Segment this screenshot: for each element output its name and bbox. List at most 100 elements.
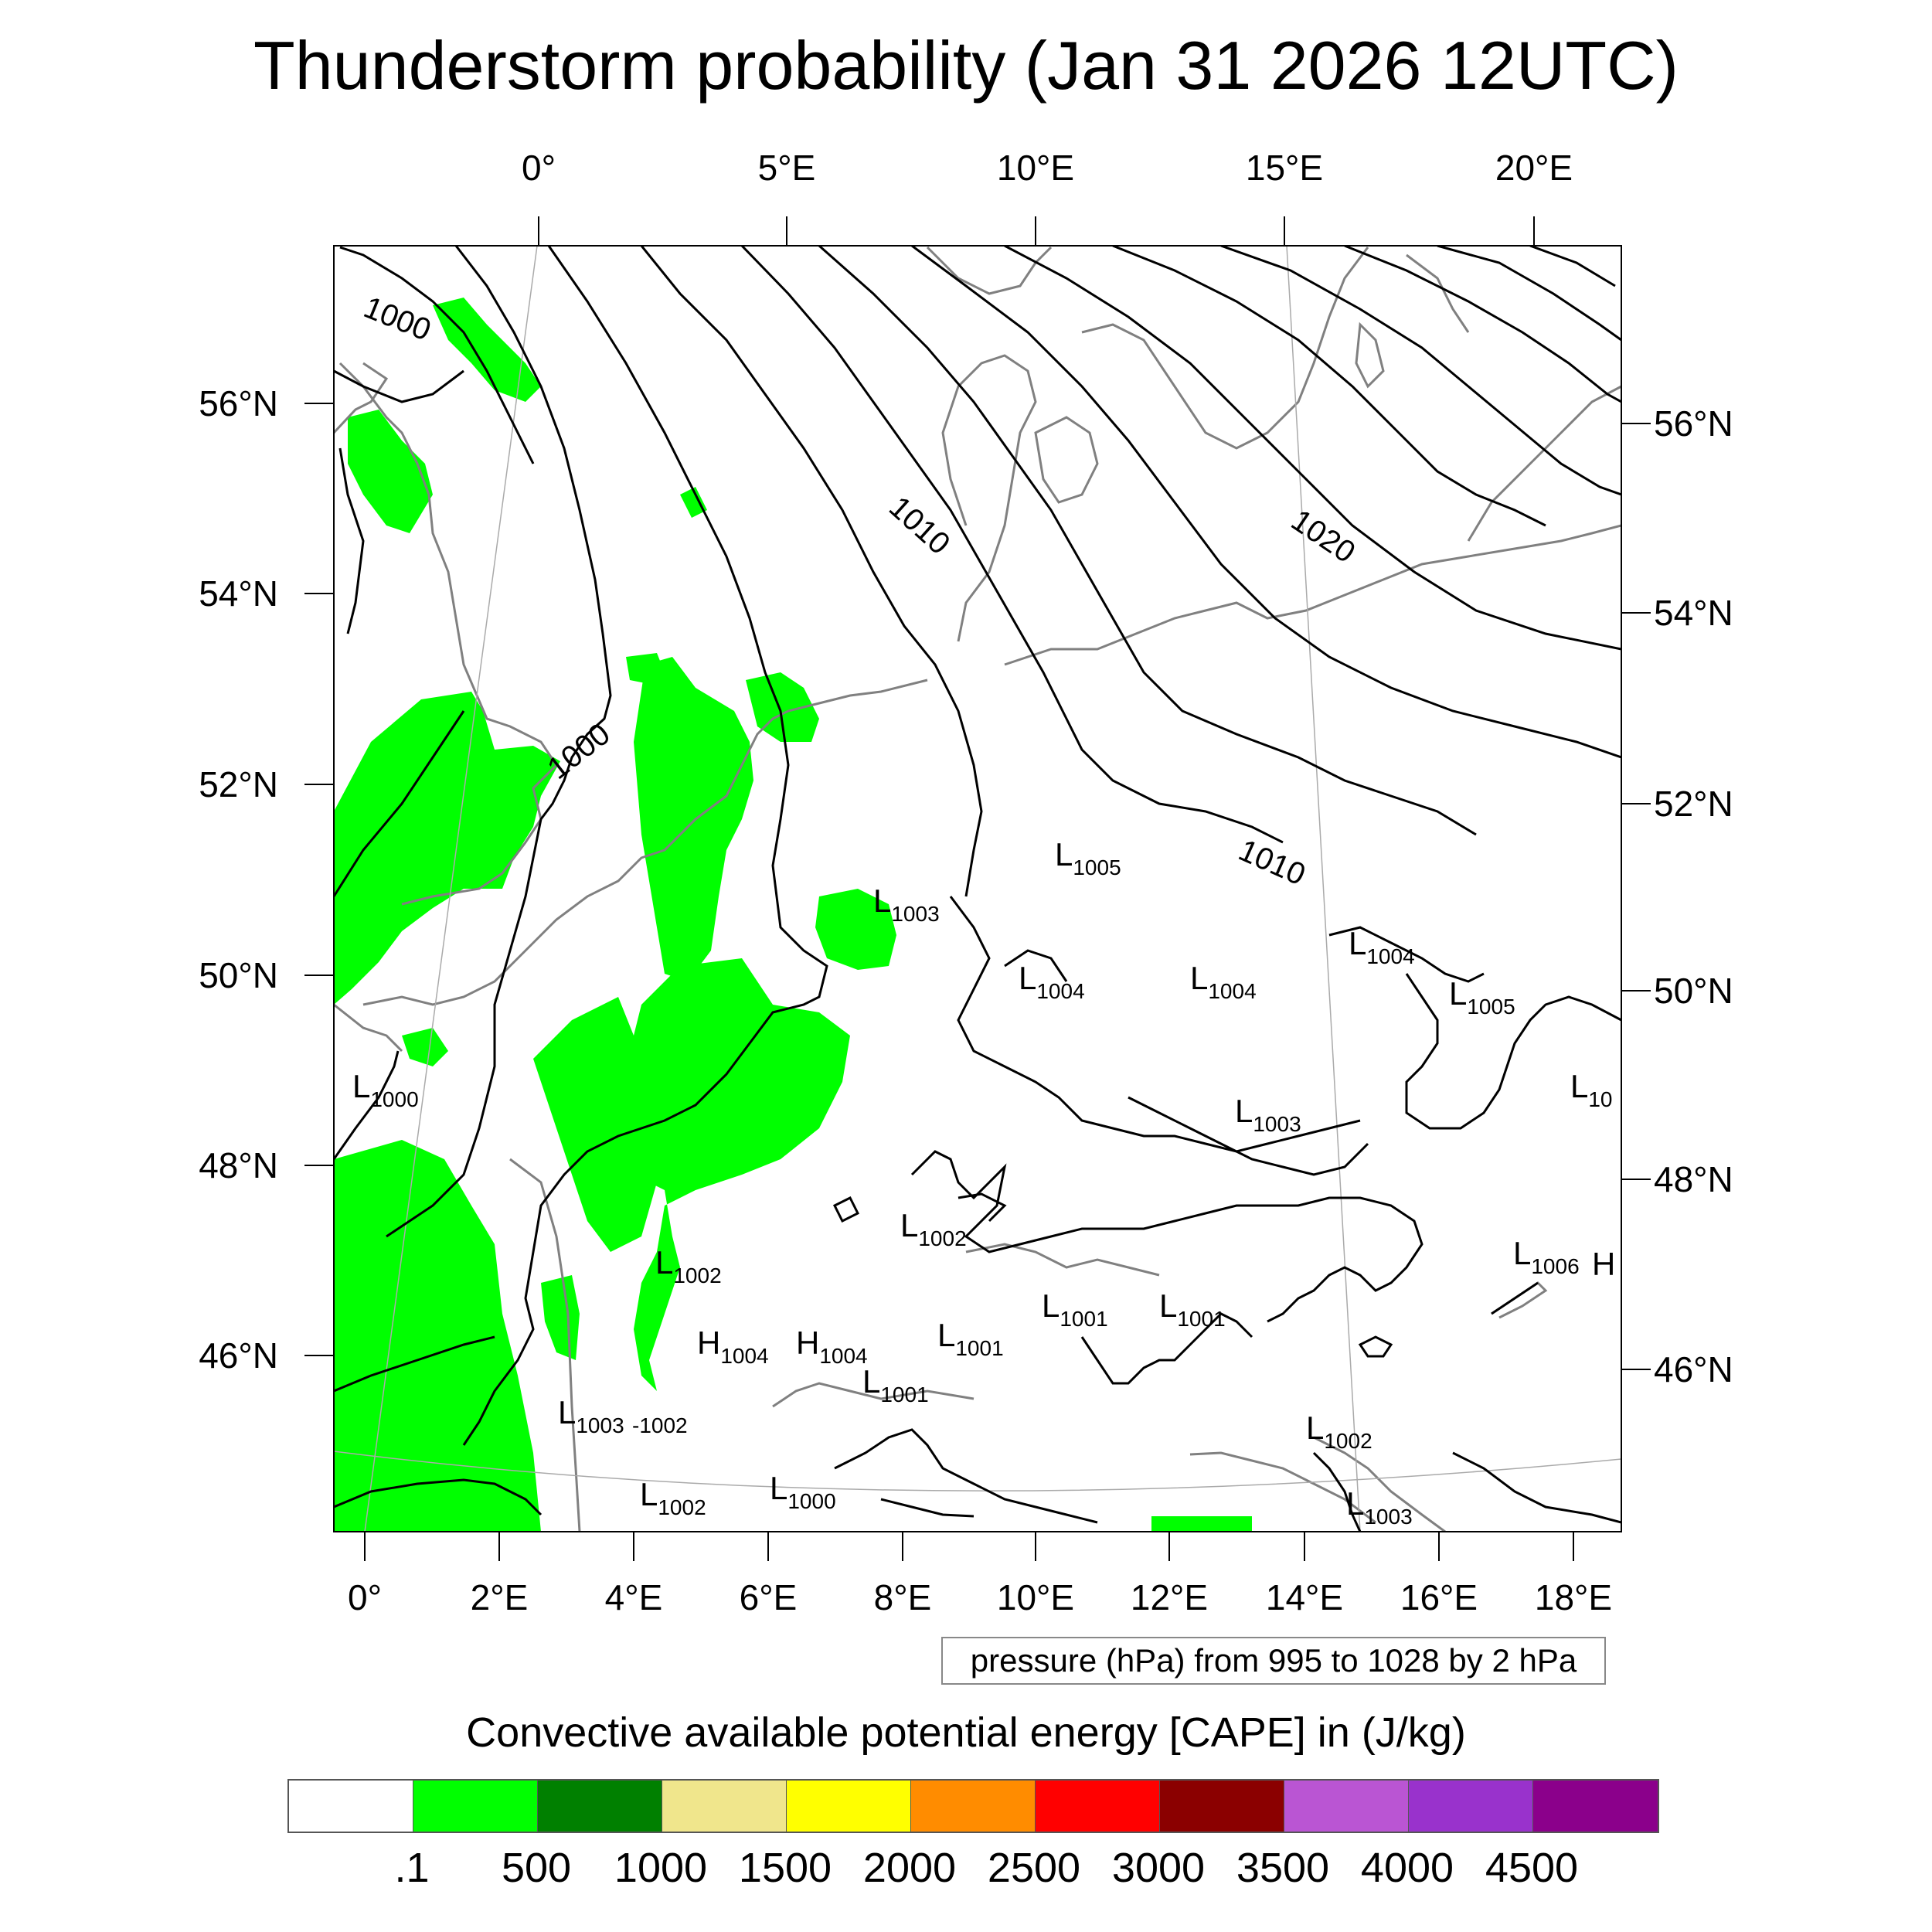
border-north-italy — [772, 1382, 975, 1408]
isobar-11 — [1344, 246, 1621, 403]
isobar-po — [834, 1428, 1098, 1524]
isobar-2 — [386, 246, 612, 1238]
isobar-west-1 — [334, 710, 465, 897]
pressure-center: L1001 — [1042, 1287, 1108, 1331]
isobar-west-3 — [334, 1335, 495, 1393]
pressure-center: -1002 — [632, 1413, 688, 1437]
cape-area-lyon — [541, 1275, 580, 1360]
pressure-center: L10 — [1570, 1068, 1613, 1111]
pressure-center: L1003 — [1346, 1485, 1413, 1529]
pressure-center: L1005 — [1449, 975, 1515, 1019]
left-lat-label: 56°N — [199, 383, 278, 423]
pressure-center: H — [1592, 1246, 1615, 1282]
pressure-note: pressure (hPa) from 995 to 1028 by 2 hPa — [941, 1637, 1606, 1685]
colorbar-tick: 3000 — [1111, 1845, 1206, 1891]
graticule — [334, 246, 1621, 1532]
isobar-label: 1000 — [541, 717, 616, 786]
right-ticks — [1621, 423, 1651, 1370]
colorbar-swatch — [1160, 1781, 1284, 1832]
pressure-center: L1002 — [1306, 1410, 1372, 1453]
left-lat-label: 52°N — [199, 764, 278, 804]
right-lat-label: 46°N — [1654, 1349, 1733, 1389]
isobar-small-3 — [957, 1192, 1007, 1223]
pressure-center: L1004 — [1349, 925, 1415, 968]
meridian-0 — [364, 246, 538, 1532]
isobar-small-2 — [1358, 1335, 1393, 1358]
right-lat-label: 56°N — [1654, 403, 1733, 444]
coast-biscay — [509, 1158, 581, 1532]
isobar-9 — [1112, 246, 1546, 527]
cape-area-benelux — [634, 657, 753, 981]
isobar-5 — [740, 246, 1284, 844]
top-lon-label: 20°E — [1495, 148, 1573, 188]
isobar-label: 1010 — [1233, 833, 1310, 892]
cape-area-small-2 — [1151, 1516, 1252, 1532]
cape-area-scotland — [348, 410, 433, 533]
pressure-center: L1002 — [655, 1244, 722, 1287]
top-lon-label: 5°E — [757, 148, 816, 188]
map-title: Thunderstorm probability (Jan 31 2026 12… — [253, 27, 1679, 104]
bottom-lon-label: 2°E — [470, 1577, 529, 1617]
left-lat-label: 50°N — [199, 955, 278, 995]
isobar-west-2 — [334, 1050, 400, 1160]
isobar-alps — [910, 1150, 1423, 1323]
bottom-ticks — [364, 1532, 1574, 1561]
pressure-center: L1001 — [937, 1317, 1004, 1360]
isobar-7 — [911, 246, 1621, 759]
coast-baltic-east — [1467, 385, 1621, 542]
coast-sweden-south — [1081, 247, 1369, 450]
isobar-8 — [1004, 246, 1621, 651]
coast-denmark-islands — [1034, 416, 1099, 504]
cape-area-belgium — [815, 889, 896, 970]
pressure-center: H1004 — [697, 1325, 769, 1368]
colorbar-tick: .1 — [394, 1845, 430, 1891]
colorbar-swatch — [1284, 1781, 1409, 1832]
cape-area-west-france — [334, 1140, 541, 1532]
colorbar-swatch — [289, 1781, 413, 1832]
coast-britain-east — [338, 362, 558, 906]
isobar-label: 1000 — [359, 291, 436, 348]
colorbar-tick: 4000 — [1360, 1845, 1454, 1891]
pressure-center: L1002 — [900, 1207, 967, 1250]
bottom-lon-label: 18°E — [1534, 1577, 1613, 1617]
coast-brittany — [334, 1003, 403, 1053]
coast-jutland — [941, 354, 1037, 642]
colorbar-swatch — [538, 1781, 662, 1832]
isobar-west-4 — [334, 1478, 543, 1516]
coast-baltic-south — [1004, 524, 1621, 666]
isobar-10 — [1220, 246, 1621, 496]
isobar-low-1004 — [1004, 949, 1068, 982]
left-lat-label: 48°N — [199, 1145, 278, 1185]
bottom-lon-label: 16°E — [1400, 1577, 1478, 1617]
coast-france-north — [362, 679, 928, 1006]
colorbar-swatch — [787, 1781, 911, 1832]
pressure-centers: L1005 L1003 L1004 L1004 L1004 L1005 L100… — [352, 836, 1615, 1529]
isobar-label: 1010 — [883, 490, 957, 561]
pressure-center: L1004 — [1019, 960, 1085, 1003]
pressure-center: L1005 — [1055, 836, 1121, 879]
colorbar-tick: 3500 — [1236, 1845, 1330, 1891]
bottom-lon-label: 14°E — [1265, 1577, 1344, 1617]
isobar-12 — [1437, 246, 1621, 342]
cape-area-england — [334, 692, 560, 1005]
isobar-6 — [818, 246, 1477, 836]
pressure-center: L1002 — [640, 1476, 706, 1519]
colorbar — [287, 1779, 1659, 1833]
isobar-east-arc — [1452, 1451, 1621, 1524]
bottom-lon-label: 12°E — [1130, 1577, 1209, 1617]
right-lat-label: 54°N — [1654, 593, 1733, 633]
pressure-center: L1003 — [873, 883, 940, 926]
left-ticks — [304, 403, 334, 1356]
isobar-low-1002-italy — [1312, 1451, 1362, 1532]
colorbar-swatch — [662, 1781, 787, 1832]
pressure-center: L1006 — [1513, 1235, 1580, 1278]
isobar-low-1004-east — [1328, 926, 1485, 983]
colorbar-title: Convective available potential energy [C… — [466, 1709, 1466, 1756]
border-alps — [965, 1243, 1160, 1277]
isobar-1006 — [1491, 1281, 1539, 1315]
coast-adriatic — [1189, 1451, 1376, 1524]
top-lon-label: 0° — [522, 148, 556, 188]
coast-gotland — [1355, 321, 1385, 389]
